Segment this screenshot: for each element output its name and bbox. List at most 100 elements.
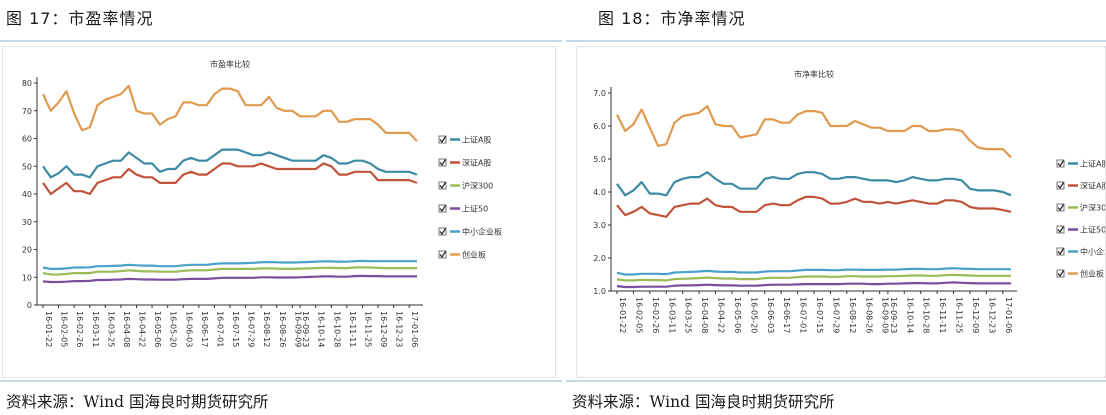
legend-checkbox	[1056, 203, 1065, 212]
x-tick-label: 16-11-25	[955, 297, 964, 333]
y-tick-label: 5.0	[593, 155, 606, 164]
chart-title: 市盈率比较	[210, 59, 250, 69]
legend-label: 沪深300	[1080, 203, 1105, 213]
x-tick-label: 16-12-23	[987, 297, 996, 333]
series-line	[616, 195, 1012, 218]
x-tick-label: 16-04-08	[700, 297, 709, 333]
x-tick-label: 16-05-06	[153, 311, 162, 347]
series-line	[616, 273, 1011, 282]
series-line	[42, 259, 417, 270]
series-line	[616, 281, 1011, 289]
y-tick-label: 10	[22, 273, 32, 282]
y-tick-label: 4.0	[593, 188, 606, 197]
legend-check-icon	[439, 159, 447, 167]
figure-title: 图 17：市盈率情况	[6, 9, 154, 28]
y-tick-label: 6.0	[593, 122, 606, 131]
x-tick-label: 16-06-17	[782, 297, 791, 333]
pe-line-chart: 市盈率比较 0 10 20 30 40 50 60 70 80 16-01-22 16-02-05 16…	[22, 59, 502, 347]
legend-checkbox	[1056, 269, 1065, 278]
chart-title: 市净率比较	[794, 69, 834, 79]
legend-checkbox	[1056, 181, 1065, 190]
x-tick-label: 16-03-25	[684, 297, 693, 333]
legend-checkbox	[438, 135, 447, 144]
x-tick-label: 16-01-22	[618, 297, 627, 333]
series-line	[42, 84, 418, 143]
legend-check-icon	[439, 228, 447, 236]
x-tick-label: 16-02-26	[75, 311, 84, 347]
x-tick-label: 16-08-12	[262, 311, 271, 347]
legend-label: 上证A股	[462, 136, 491, 145]
legend-checkbox	[1056, 225, 1065, 234]
y-tick-label: 7.0	[593, 89, 606, 98]
x-tick-label: 16-06-17	[200, 311, 209, 347]
legend-label: 深证A股	[462, 159, 491, 168]
series-line	[42, 266, 417, 276]
chart-frame: 市净率比较 1.0 2.0 3.0 4.0 5.0 6.0 7.0 16-01-22 16-02-…	[576, 46, 1106, 378]
legend-check-icon	[439, 205, 447, 213]
legend-label: 上证50	[1080, 226, 1105, 235]
divider	[566, 40, 1106, 42]
legend-checkbox	[438, 204, 447, 213]
x-tick-label: 16-01-22	[44, 311, 53, 347]
series-line	[42, 274, 417, 284]
legend-check-icon	[1057, 182, 1065, 190]
x-tick-label: 16-07-15	[231, 311, 240, 347]
series-line	[42, 148, 418, 179]
divider	[0, 40, 562, 42]
x-tick-label: 16-10-28	[332, 311, 341, 347]
y-tick-label: 50	[22, 162, 32, 171]
x-tick-label: 16-10-28	[922, 297, 931, 333]
x-tick-label: 16-09-23	[889, 297, 898, 333]
series-line	[42, 162, 418, 196]
x-tick-label: 16-12-23	[395, 311, 404, 347]
legend-check-icon	[439, 251, 447, 259]
legend-checkbox	[438, 227, 447, 236]
x-tick-label: 16-02-05	[634, 297, 643, 333]
series-line	[616, 267, 1011, 276]
series-line	[616, 105, 1012, 159]
x-tick-label: 16-02-05	[60, 311, 69, 347]
source-note: 资料来源：Wind 国海良时期货研究所	[572, 393, 835, 411]
x-tick-label: 16-05-20	[749, 297, 758, 333]
x-tick-label: 16-12-09	[971, 297, 980, 333]
x-tick-label: 16-09-23	[301, 311, 310, 347]
x-tick-label: 16-10-14	[317, 311, 326, 347]
legend-checkbox	[438, 250, 447, 259]
legend-label: 深证A股	[1080, 182, 1105, 191]
legend-checkbox	[1056, 247, 1065, 256]
legend-check-icon	[1057, 226, 1065, 234]
x-tick-label: 16-04-08	[122, 311, 131, 347]
x-tick-label: 16-07-01	[799, 297, 808, 333]
y-tick-label: 2.0	[593, 254, 606, 263]
legend-check-icon	[1057, 248, 1065, 256]
x-tick-label: 16-12-09	[379, 311, 388, 347]
x-tick-label: 16-03-11	[91, 311, 100, 347]
legend-check-icon	[439, 136, 447, 144]
legend-checkbox	[438, 158, 447, 167]
x-tick-label: 16-09-09	[881, 297, 890, 333]
figure-pe: 图 17：市盈率情况 市盈率比较 0 10 20 30 40 50 60 70 80 16-01-2…	[0, 9, 562, 411]
legend-label: 上证A股	[1080, 160, 1105, 169]
divider	[566, 380, 1106, 382]
x-tick-label: 16-08-26	[864, 297, 873, 333]
x-tick-label: 16-05-06	[733, 297, 742, 333]
y-tick-label: 0	[27, 301, 32, 310]
x-tick-label: 16-03-11	[667, 297, 676, 333]
x-tick-label: 16-07-01	[215, 311, 224, 347]
x-tick-label: 16-11-11	[938, 297, 947, 333]
x-tick-label: 16-04-22	[138, 311, 147, 347]
x-tick-label: 17-01-06	[1004, 297, 1013, 333]
legend-label: 创业板	[1080, 269, 1104, 279]
x-tick-label: 16-11-25	[363, 311, 372, 347]
legend-checkbox	[1056, 159, 1065, 168]
y-tick-label: 80	[22, 79, 32, 88]
y-tick-label: 30	[22, 218, 32, 227]
x-tick-label: 16-07-29	[831, 297, 840, 333]
x-tick-label: 16-09-09	[293, 311, 302, 347]
x-tick-label: 16-07-29	[247, 311, 256, 347]
y-tick-label: 70	[22, 107, 32, 116]
figure-pb: 图 18：市净率情况 市净率比较 1.0 2.0 3.0 4.0 5.0 6.0 7.0 16-…	[566, 0, 1106, 415]
legend-check-icon	[1057, 270, 1065, 278]
series-line	[616, 171, 1012, 197]
x-tick-label: 16-08-26	[278, 311, 287, 347]
